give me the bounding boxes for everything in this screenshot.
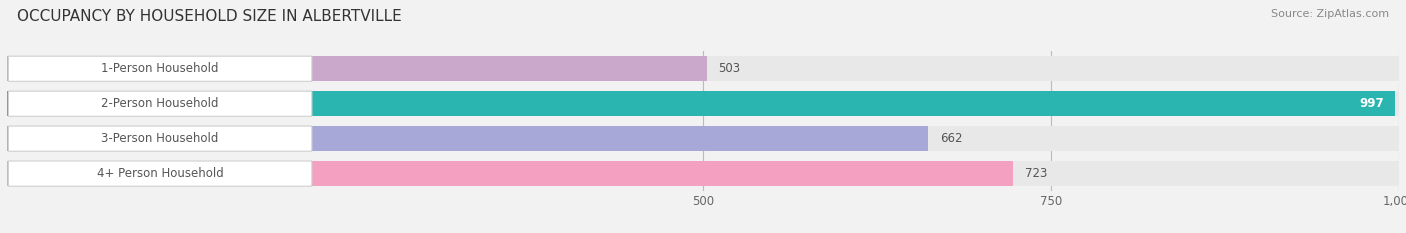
FancyBboxPatch shape xyxy=(8,56,312,81)
Bar xyxy=(7,91,1395,116)
Bar xyxy=(7,56,707,81)
Text: OCCUPANCY BY HOUSEHOLD SIZE IN ALBERTVILLE: OCCUPANCY BY HOUSEHOLD SIZE IN ALBERTVIL… xyxy=(17,9,402,24)
Text: 997: 997 xyxy=(1360,97,1384,110)
Text: 662: 662 xyxy=(939,132,962,145)
FancyBboxPatch shape xyxy=(8,91,312,116)
Text: 2-Person Household: 2-Person Household xyxy=(101,97,219,110)
Bar xyxy=(7,161,1399,186)
Text: 723: 723 xyxy=(1025,167,1047,180)
Text: 1-Person Household: 1-Person Household xyxy=(101,62,219,75)
Text: 4+ Person Household: 4+ Person Household xyxy=(97,167,224,180)
Bar xyxy=(7,91,1399,116)
Bar xyxy=(7,56,1399,81)
FancyBboxPatch shape xyxy=(8,161,312,186)
Bar xyxy=(7,161,1014,186)
Text: Source: ZipAtlas.com: Source: ZipAtlas.com xyxy=(1271,9,1389,19)
FancyBboxPatch shape xyxy=(8,126,312,151)
Text: 503: 503 xyxy=(718,62,741,75)
Text: 3-Person Household: 3-Person Household xyxy=(101,132,219,145)
Bar xyxy=(7,126,928,151)
Bar xyxy=(7,126,1399,151)
